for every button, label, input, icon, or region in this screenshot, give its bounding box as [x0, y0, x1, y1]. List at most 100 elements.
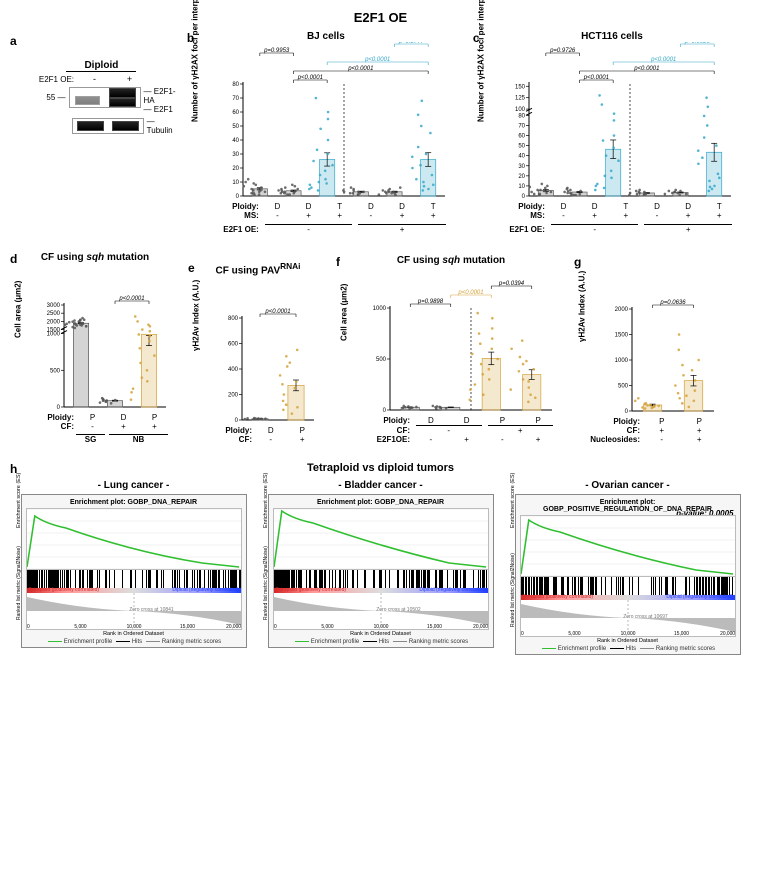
svg-text:80: 80 [232, 82, 239, 88]
panel-g: g γH2Av Index (A.U.) 0500100015002000p=0… [574, 255, 734, 444]
wb-band-label: — E2F1-HA [141, 87, 179, 105]
gsea-curve [26, 508, 242, 570]
wb-band [112, 121, 139, 131]
svg-text:30: 30 [232, 152, 239, 158]
ylabel-c: Number of γH2AX foci per interphase cell [476, 0, 485, 122]
svg-text:p=0.9726: p=0.9726 [549, 48, 576, 54]
chart-e-svg: 0200400600800p<0.0001 [218, 276, 318, 426]
chart-f-svg: 05001000p=0.9898p<0.0001p=0.0394 [366, 266, 556, 416]
row-2: d CF using sqh mutation Cell area (μm2) … [10, 252, 751, 444]
svg-text:20,000: 20,000 [473, 624, 488, 629]
chart-c-svg: 01020304050607080100125150p<0.0001p<0.00… [505, 42, 735, 202]
category-label: - [362, 211, 380, 220]
svg-text:p=0.0636: p=0.0636 [659, 300, 686, 306]
svg-text:p<0.0001: p<0.0001 [347, 66, 373, 72]
panel-b-title: BJ cells [187, 31, 465, 42]
svg-text:0: 0 [521, 631, 524, 636]
chart-d: Cell area (μm2) 050010001500200025003000… [40, 263, 180, 413]
wb-marker: 55 — [24, 87, 69, 102]
chart-f: Cell area (μm2) 05001000p=0.9898p<0.0001… [366, 266, 566, 416]
category-label: - [493, 435, 511, 444]
category-label: T [424, 202, 442, 211]
gsea-ylabel: Enrichment score (ES) [510, 473, 516, 528]
svg-text:20: 20 [518, 174, 525, 180]
svg-text:p<0.0001: p<0.0001 [364, 57, 390, 63]
svg-text:40: 40 [518, 154, 525, 160]
category-label: D [458, 416, 476, 425]
gsea-box: Enrichment plot: GOBP_POSITIVE_REGULATIO… [515, 494, 741, 655]
svg-text:125: 125 [515, 96, 526, 102]
svg-text:70: 70 [518, 123, 525, 129]
category-label: + [586, 211, 604, 220]
category-label: + [690, 426, 708, 435]
category-label: D [262, 426, 280, 435]
wb-cond-0: - [77, 74, 112, 84]
category-label: + [331, 211, 349, 220]
chart-g-svg: 0500100015002000p=0.0636 [608, 267, 718, 417]
gsea-legend: Enrichment profile Hits Ranking metric s… [26, 639, 242, 645]
gsea-rank: 05,00010,00015,00020,000 Zero cross at 1… [273, 593, 489, 630]
category-label: D [648, 202, 666, 211]
gsea-hits [26, 570, 242, 588]
group-span-label: + [358, 224, 446, 234]
category-label: + [617, 211, 635, 220]
category-label: + [710, 211, 728, 220]
svg-text:600: 600 [228, 342, 239, 348]
category-label: + [115, 422, 133, 431]
svg-text:50: 50 [518, 144, 525, 150]
panel-e: e CF using PAVRNAi γH2Av Index (A.U.) 02… [188, 261, 328, 444]
row-1: a Diploid E2F1 OE: - + 55 — [10, 31, 751, 234]
svg-text:0: 0 [625, 409, 629, 415]
wb-band [77, 121, 104, 131]
category-label: - [268, 211, 286, 220]
svg-text:1000: 1000 [373, 306, 387, 312]
svg-text:150: 150 [515, 84, 526, 90]
gsea-legend: Enrichment profile Hits Ranking metric s… [273, 639, 489, 645]
gsea-hits [520, 577, 736, 595]
svg-text:1500: 1500 [47, 328, 61, 334]
svg-text:5,000: 5,000 [74, 624, 86, 629]
chart-g: γH2Av Index (A.U.) 0500100015002000p=0.0… [608, 267, 734, 417]
gsea-curve [520, 515, 736, 577]
gsea-wrap: - Lung cancer - Enrichment plot: GOBP_DN… [10, 480, 751, 655]
panel-g-label: g [574, 255, 581, 269]
category-label: - [653, 435, 671, 444]
svg-text:2000: 2000 [47, 319, 61, 325]
gsea-ylabel: Enrichment score (ES) [263, 473, 269, 528]
panel-f-title: CF using sqh mutation [336, 255, 566, 266]
svg-text:100: 100 [515, 107, 526, 113]
category-label: D [393, 202, 411, 211]
svg-text:p<0.0001: p<0.0001 [633, 66, 659, 72]
svg-text:60: 60 [518, 134, 525, 140]
chart-b-svg: 01020304050607080p<0.0001p<0.0001p<0.000… [219, 42, 449, 202]
svg-text:60: 60 [232, 110, 239, 116]
svg-text:3000: 3000 [47, 303, 61, 309]
wb-cond-1: + [112, 74, 147, 84]
figure-title: E2F1 OE [10, 10, 751, 25]
category-label: D [115, 413, 133, 422]
category-label: D [679, 202, 697, 211]
panel-e-title: CF using PAVRNAi [188, 261, 328, 276]
svg-text:p<0.0001: p<0.0001 [457, 290, 483, 296]
western-blot: Diploid E2F1 OE: - + 55 — [24, 60, 179, 135]
svg-text:p=0.2777: p=0.2777 [398, 42, 425, 45]
under-c: Ploidy:DDTDDT MS:-++-++ E2F1 OE:-+ [505, 202, 735, 234]
category-label: - [648, 211, 666, 220]
wb-band [109, 98, 136, 107]
under-e: Ploidy:DP CF:-+ [218, 426, 318, 444]
panel-h-title: Tetraploid vs diploid tumors [10, 462, 751, 474]
wb-lanes-tubulin [72, 118, 144, 134]
svg-text:0: 0 [235, 418, 239, 424]
ylabel-d: Cell area (μm2) [14, 281, 23, 338]
svg-text:p=0.9953: p=0.9953 [263, 48, 290, 54]
svg-text:p<0.0001: p<0.0001 [583, 75, 609, 81]
svg-text:p<0.0001: p<0.0001 [650, 57, 676, 63]
gsea-ylabel2: Ranked list metric (Signal2Noise) [263, 546, 269, 620]
group-span-label: + [488, 425, 554, 435]
gsea-hits [273, 570, 489, 588]
panel-a-label: a [10, 34, 17, 48]
category-label: + [690, 435, 708, 444]
chart-d-svg: 050010001500200025003000p<0.0001 [40, 263, 170, 413]
svg-text:30: 30 [518, 164, 525, 170]
svg-text:0: 0 [57, 405, 61, 411]
